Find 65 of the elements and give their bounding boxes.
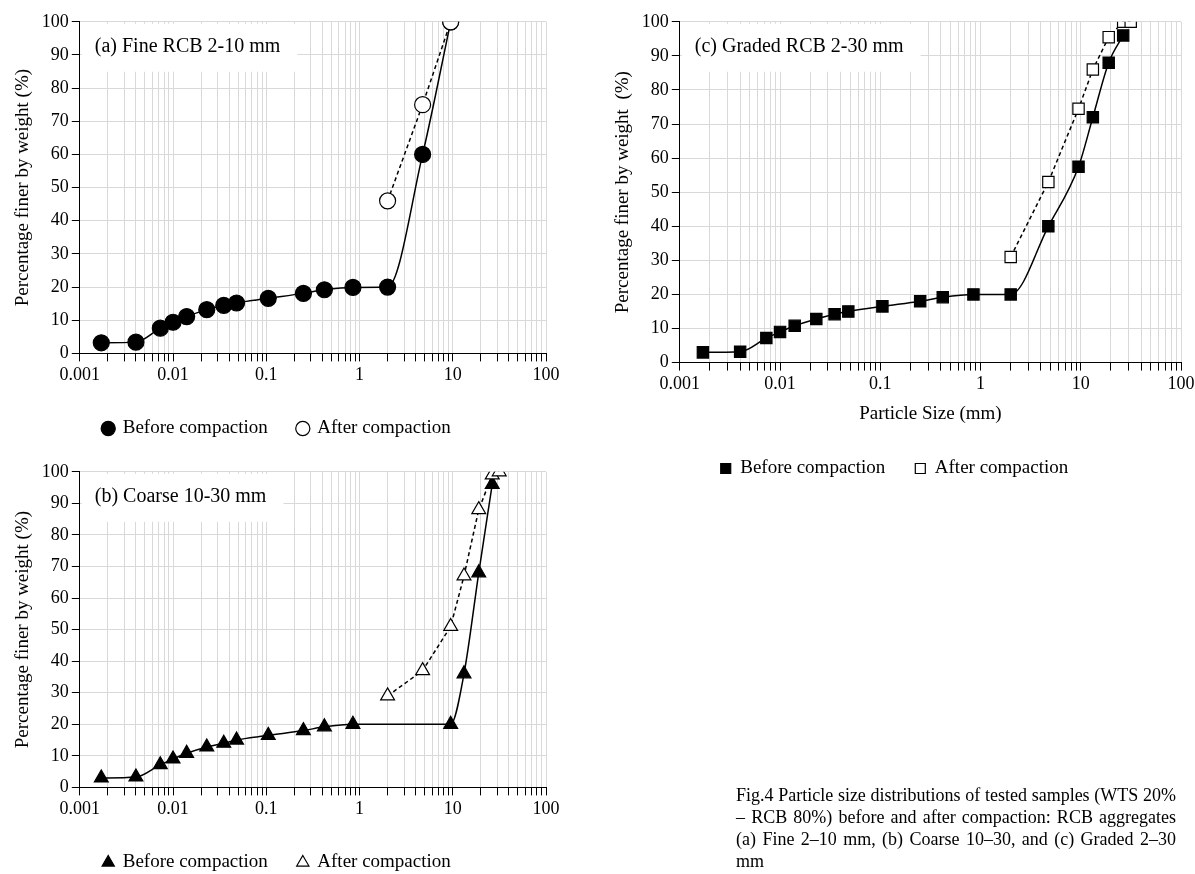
y-tick-label: 20 [650, 283, 669, 304]
x-tick-label: 0.01 [157, 797, 189, 818]
x-tick-label: 100 [532, 363, 560, 384]
y-tick-label: 0 [59, 342, 69, 363]
x-tick-label: 0.1 [255, 363, 278, 384]
x-tick-label: 100 [532, 797, 560, 818]
x-tick-label: 0.001 [59, 363, 101, 384]
caption: Fig.4 Particle size distributions of tested samples (WTS 20% – RCB 80%) before and after compaction: RCB aggregates (a) Fine 2–10 mm, (b) Coarse 10–30, and (c) Graded 2–30 mm [736, 784, 1176, 872]
y-tick-label: 60 [50, 143, 69, 164]
x-tick-label: 0.1 [869, 373, 892, 394]
x-axis-title: Particle Size (mm) [859, 401, 1002, 424]
x-tick-label: 10 [443, 797, 462, 818]
text: (b) Coarse 10-30 mm [94, 484, 267, 508]
y-tick-label: 100 [641, 10, 669, 31]
y-tick-label: 80 [50, 76, 69, 97]
y-tick-label: 70 [50, 555, 69, 576]
y-tick-label: 60 [650, 146, 669, 167]
x-tick-label: 1 [976, 373, 986, 394]
y-tick-label: 20 [50, 275, 69, 296]
y-tick-label: 20 [50, 713, 69, 734]
y-tick-label: 90 [650, 44, 669, 65]
y-tick-label: 60 [50, 586, 69, 607]
y-tick-label: 90 [50, 492, 69, 513]
y-tick-label: 70 [50, 110, 69, 131]
x-tick-label: 0.1 [255, 797, 278, 818]
y-tick-label: 0 [659, 351, 669, 372]
text: (c) Graded RCB 2-30 mm [694, 34, 905, 58]
y-axis-title: Percentage finer by weight (%) [611, 71, 634, 314]
x-tick-label: 10 [1071, 373, 1090, 394]
legend-label: Before compaction [122, 850, 269, 872]
y-tick-label: 100 [41, 460, 69, 481]
x-tick-label: 1 [355, 363, 365, 384]
y-tick-label: 40 [650, 215, 669, 236]
y-tick-label: 90 [50, 43, 69, 64]
y-tick-label: 30 [50, 242, 69, 263]
y-tick-label: 70 [650, 112, 669, 133]
y-tick-label: 10 [50, 308, 69, 329]
x-tick-label: 0.001 [59, 797, 101, 818]
y-tick-label: 30 [50, 681, 69, 702]
legend-label: After compaction [317, 416, 452, 438]
x-tick-label: 1 [355, 797, 365, 818]
y-tick-label: 80 [650, 78, 669, 99]
y-tick-label: 50 [50, 618, 69, 639]
y-tick-label: 10 [50, 744, 69, 765]
y-tick-label: 50 [50, 176, 69, 197]
y-tick-label: 50 [650, 180, 669, 201]
y-tick-label: 80 [50, 523, 69, 544]
text: (a) Fine RCB 2-10 mm [94, 34, 281, 58]
x-tick-label: 10 [443, 363, 462, 384]
y-axis-title: Percentage finer by weight (%) [11, 510, 34, 749]
y-tick-label: 40 [50, 649, 69, 670]
x-tick-label: 0.001 [659, 373, 701, 394]
y-tick-label: 100 [41, 10, 69, 31]
legend-label: Before compaction [740, 456, 886, 478]
y-tick-label: 10 [650, 317, 669, 338]
x-tick-label: 100 [1167, 373, 1195, 394]
x-tick-label: 0.01 [764, 373, 796, 394]
legend-label: After compaction [934, 456, 1069, 478]
y-tick-label: 0 [59, 776, 69, 797]
y-axis-title: Percentage finer by weight (%) [11, 68, 34, 307]
legend-label: After compaction [317, 850, 452, 872]
x-tick-label: 0.01 [157, 363, 189, 384]
y-tick-label: 30 [650, 249, 669, 270]
y-tick-label: 40 [50, 209, 69, 230]
legend-label: Before compaction [122, 416, 269, 438]
